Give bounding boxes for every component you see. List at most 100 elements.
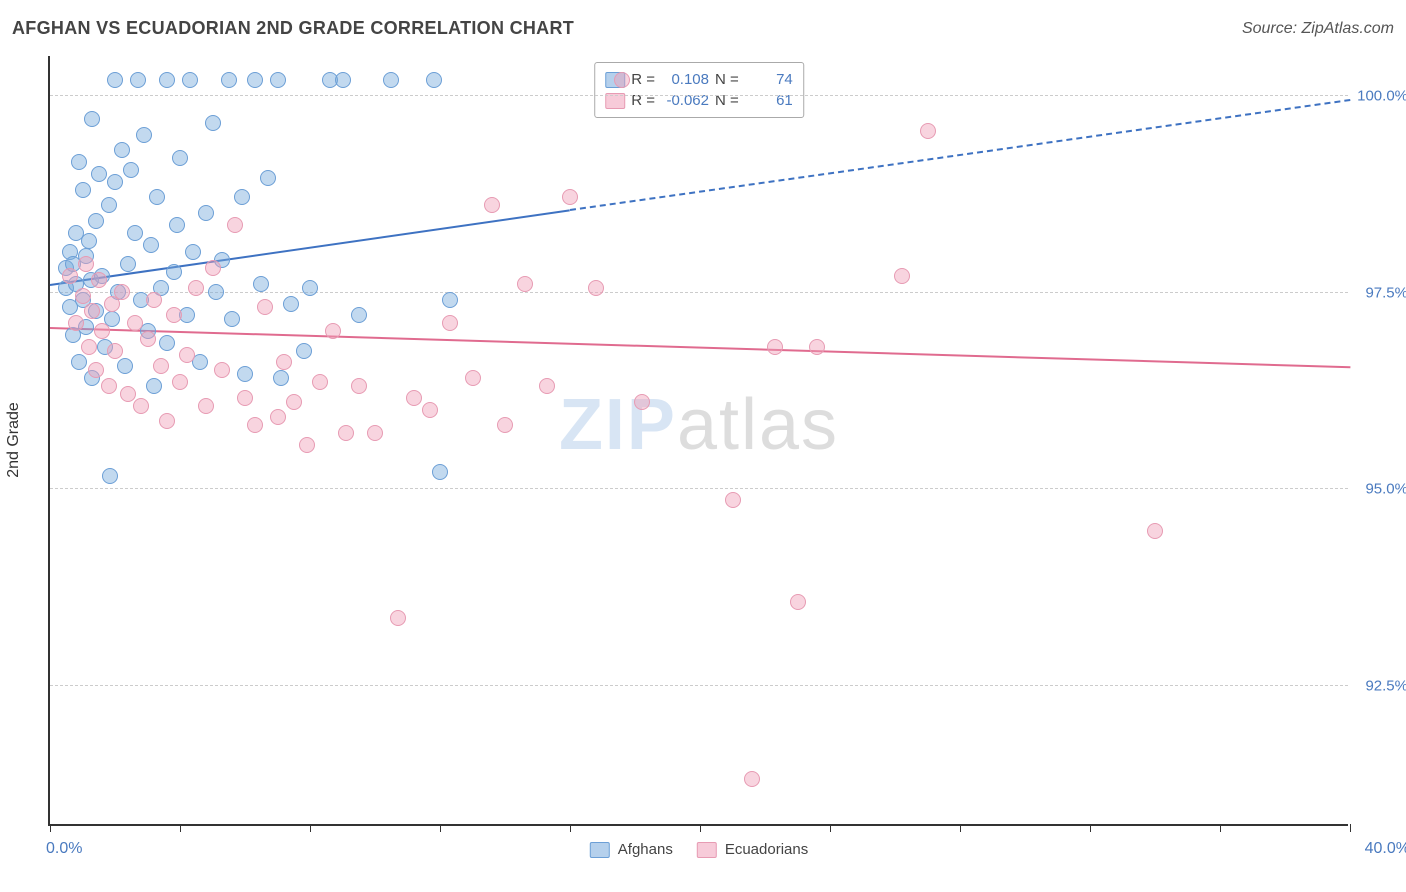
scatter-point [338, 425, 354, 441]
gridline: 95.0% [50, 488, 1348, 489]
scatter-point [188, 280, 204, 296]
scatter-point [127, 225, 143, 241]
scatter-point [198, 205, 214, 221]
scatter-point [179, 347, 195, 363]
scatter-point [159, 413, 175, 429]
scatter-point [253, 276, 269, 292]
swatch-afghans-icon [590, 842, 610, 858]
scatter-point [302, 280, 318, 296]
scatter-point [172, 150, 188, 166]
scatter-point [159, 335, 175, 351]
scatter-point [127, 315, 143, 331]
x-tick [1350, 824, 1351, 832]
swatch-ecuadorians-icon [697, 842, 717, 858]
scatter-point [198, 398, 214, 414]
scatter-point [84, 111, 100, 127]
scatter-point [136, 127, 152, 143]
scatter-point [205, 115, 221, 131]
chart-title: AFGHAN VS ECUADORIAN 2ND GRADE CORRELATI… [12, 18, 574, 38]
x-tick [700, 824, 701, 832]
y-tick-label: 97.5% [1353, 284, 1406, 301]
scatter-point [208, 284, 224, 300]
scatter-point [273, 370, 289, 386]
scatter-point [920, 123, 936, 139]
scatter-point [71, 154, 87, 170]
scatter-point [94, 323, 110, 339]
scatter-point [227, 217, 243, 233]
scatter-point [276, 354, 292, 370]
regression-line [50, 209, 570, 286]
scatter-point [517, 276, 533, 292]
scatter-point [101, 378, 117, 394]
scatter-point [296, 343, 312, 359]
scatter-point [120, 386, 136, 402]
gridline: 92.5% [50, 685, 1348, 686]
scatter-point [114, 142, 130, 158]
scatter-point [237, 390, 253, 406]
scatter-point [71, 354, 87, 370]
scatter-point [442, 292, 458, 308]
scatter-point [383, 72, 399, 88]
scatter-point [75, 182, 91, 198]
scatter-point [114, 284, 130, 300]
scatter-point [286, 394, 302, 410]
legend-label: Ecuadorians [725, 841, 808, 858]
scatter-point [159, 72, 175, 88]
scatter-point [81, 233, 97, 249]
scatter-point [153, 358, 169, 374]
x-tick [440, 824, 441, 832]
scatter-point [68, 315, 84, 331]
scatter-point [224, 311, 240, 327]
y-tick-label: 92.5% [1353, 677, 1406, 694]
y-axis-title: 2nd Grade [5, 402, 23, 478]
correlation-stat-box: R = 0.108 N = 74 R = -0.062 N = 61 [594, 62, 804, 118]
stat-row: R = 0.108 N = 74 [605, 69, 793, 90]
scatter-point [130, 72, 146, 88]
scatter-point [335, 72, 351, 88]
scatter-point [146, 292, 162, 308]
scatter-point [432, 464, 448, 480]
gridline: 100.0% [50, 95, 1348, 96]
legend: Afghans Ecuadorians [590, 841, 808, 858]
scatter-point [442, 315, 458, 331]
scatter-point [406, 390, 422, 406]
scatter-point [214, 362, 230, 378]
regression-line [50, 327, 1350, 368]
scatter-point [166, 307, 182, 323]
scatter-point [465, 370, 481, 386]
scatter-point [257, 299, 273, 315]
scatter-point [205, 260, 221, 276]
scatter-point [247, 417, 263, 433]
scatter-point [562, 189, 578, 205]
scatter-point [497, 417, 513, 433]
scatter-point [107, 343, 123, 359]
source-label: Source: ZipAtlas.com [1242, 20, 1394, 38]
x-tick [830, 824, 831, 832]
x-tick [570, 824, 571, 832]
scatter-point [221, 72, 237, 88]
scatter-point [809, 339, 825, 355]
scatter-point [117, 358, 133, 374]
scatter-point [237, 366, 253, 382]
watermark: ZIPatlas [559, 384, 839, 466]
legend-item: Ecuadorians [697, 841, 808, 858]
scatter-point [91, 272, 107, 288]
stat-row: R = -0.062 N = 61 [605, 90, 793, 111]
scatter-point [725, 492, 741, 508]
scatter-point [107, 72, 123, 88]
scatter-point [166, 264, 182, 280]
scatter-point [367, 425, 383, 441]
scatter-point [75, 288, 91, 304]
scatter-point [634, 394, 650, 410]
scatter-point [91, 166, 107, 182]
scatter-point [422, 402, 438, 418]
y-tick-label: 100.0% [1353, 88, 1406, 105]
scatter-point [120, 256, 136, 272]
scatter-point [270, 72, 286, 88]
scatter-point [614, 72, 630, 88]
scatter-point [140, 331, 156, 347]
scatter-point [247, 72, 263, 88]
x-tick [180, 824, 181, 832]
scatter-point [390, 610, 406, 626]
scatter-point [107, 174, 123, 190]
